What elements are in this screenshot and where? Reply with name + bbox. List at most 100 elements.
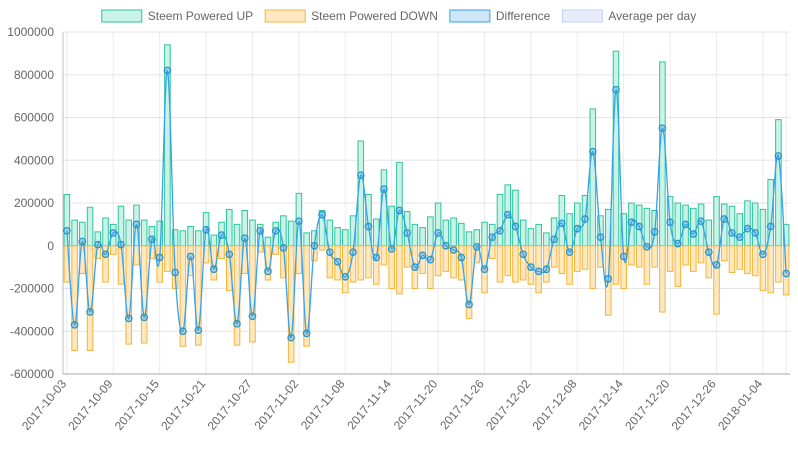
bar-powered-up[interactable] [589, 108, 597, 247]
difference-point[interactable] [766, 222, 775, 231]
bar-powered-down[interactable] [759, 245, 767, 292]
bar-powered-up[interactable] [140, 219, 148, 247]
bar-powered-down[interactable] [728, 245, 736, 273]
difference-point[interactable] [472, 242, 481, 251]
bar-powered-up[interactable] [713, 196, 720, 247]
difference-point[interactable] [395, 206, 404, 215]
bar-powered-up[interactable] [225, 208, 233, 247]
difference-point[interactable] [148, 235, 156, 244]
difference-point[interactable] [217, 231, 226, 239]
difference-point[interactable] [697, 217, 705, 226]
difference-point[interactable] [759, 250, 767, 259]
bar-powered-down[interactable] [674, 245, 682, 287]
bar-powered-up[interactable] [210, 234, 218, 247]
bar-powered-up[interactable] [728, 205, 736, 247]
difference-point[interactable] [310, 241, 319, 250]
difference-point[interactable] [465, 300, 473, 309]
difference-point[interactable] [155, 253, 164, 262]
bar-powered-up[interactable] [187, 226, 194, 247]
difference-point[interactable] [557, 219, 566, 228]
bar-powered-down[interactable] [682, 245, 689, 266]
bar-powered-down[interactable] [519, 245, 527, 281]
bar-powered-up[interactable] [775, 119, 782, 247]
bar-powered-down[interactable] [458, 245, 465, 281]
difference-point[interactable] [271, 226, 280, 235]
difference-point[interactable] [503, 210, 512, 219]
bar-powered-up[interactable] [427, 216, 434, 247]
bar-powered-up[interactable] [512, 189, 519, 247]
bar-powered-down[interactable] [504, 245, 511, 277]
difference-point[interactable] [341, 272, 350, 281]
bar-powered-down[interactable] [574, 245, 581, 272]
difference-point[interactable] [109, 229, 118, 237]
bar-powered-up[interactable] [566, 213, 573, 247]
bar-powered-up[interactable] [543, 232, 550, 247]
difference-point[interactable] [240, 234, 249, 243]
bar-powered-down[interactable] [775, 245, 782, 283]
bar-powered-up[interactable] [496, 193, 504, 247]
bar-powered-down[interactable] [403, 245, 411, 268]
bar-powered-down[interactable] [620, 245, 628, 289]
difference-point[interactable] [689, 230, 698, 238]
bar-powered-up[interactable] [164, 44, 171, 247]
difference-point[interactable] [194, 326, 203, 335]
bar-powered-up[interactable] [334, 227, 341, 247]
bar-powered-up[interactable] [287, 220, 295, 247]
bar-powered-down[interactable] [666, 245, 674, 272]
difference-point[interactable] [581, 215, 589, 223]
bar-powered-up[interactable] [179, 230, 187, 247]
bar-powered-up[interactable] [643, 207, 651, 247]
difference-point[interactable] [774, 152, 783, 160]
difference-point[interactable] [743, 224, 752, 233]
bar-powered-up[interactable] [481, 221, 488, 247]
legend-item[interactable]: Steem Powered DOWN [264, 9, 438, 23]
difference-point[interactable] [202, 225, 210, 234]
difference-point[interactable] [457, 253, 466, 262]
bar-powered-down[interactable] [597, 245, 604, 268]
bar-powered-down[interactable] [225, 245, 233, 292]
bar-powered-up[interactable] [233, 223, 241, 247]
bar-powered-down[interactable] [744, 245, 751, 275]
bar-powered-down[interactable] [558, 245, 566, 275]
difference-point[interactable] [333, 257, 342, 266]
bar-powered-up[interactable] [458, 222, 465, 247]
difference-point[interactable] [573, 224, 582, 233]
difference-point[interactable] [349, 248, 357, 257]
difference-point[interactable] [681, 220, 690, 229]
bar-powered-down[interactable] [690, 245, 697, 272]
difference-point[interactable] [704, 248, 713, 257]
bar-powered-down[interactable] [102, 245, 109, 283]
bar-powered-down[interactable] [256, 245, 264, 253]
bar-powered-down[interactable] [179, 245, 187, 347]
bar-powered-down[interactable] [751, 245, 759, 277]
bar-powered-down[interactable] [287, 245, 295, 363]
difference-point[interactable] [387, 245, 396, 253]
difference-point[interactable] [256, 226, 265, 235]
bar-powered-down[interactable] [396, 245, 403, 295]
difference-point[interactable] [650, 228, 659, 236]
bar-powered-up[interactable] [280, 215, 287, 247]
bar-powered-down[interactable] [380, 245, 388, 266]
difference-point[interactable] [728, 229, 736, 237]
bar-powered-down[interactable] [543, 245, 550, 283]
difference-point[interactable] [588, 147, 597, 156]
difference-point[interactable] [302, 329, 311, 338]
difference-point[interactable] [565, 248, 574, 257]
bar-powered-up[interactable] [102, 217, 109, 247]
bar-powered-up[interactable] [411, 223, 419, 247]
difference-point[interactable] [372, 253, 381, 262]
difference-point[interactable] [264, 267, 272, 276]
bar-powered-up[interactable] [519, 219, 527, 247]
bar-powered-down[interactable] [233, 245, 241, 346]
difference-point[interactable] [627, 218, 636, 227]
bar-powered-down[interactable] [581, 245, 589, 270]
difference-point[interactable] [163, 66, 172, 75]
bar-powered-up[interactable] [574, 202, 581, 247]
difference-point[interactable] [364, 222, 373, 231]
bar-powered-down[interactable] [272, 245, 279, 255]
bar-powered-up[interactable] [303, 232, 310, 247]
difference-point[interactable] [248, 312, 257, 321]
bar-powered-down[interactable] [133, 245, 140, 266]
difference-point[interactable] [751, 229, 760, 237]
difference-point[interactable] [496, 226, 504, 235]
